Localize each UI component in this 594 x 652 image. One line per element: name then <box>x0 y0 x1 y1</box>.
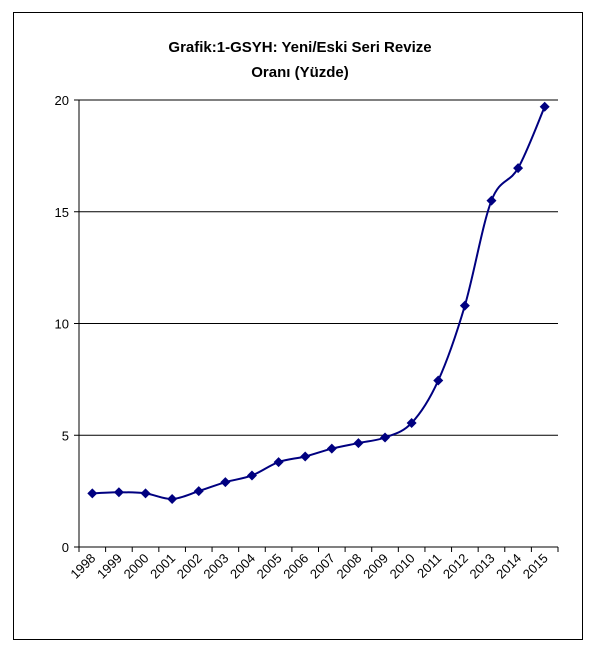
y-tick-label: 20 <box>55 93 69 108</box>
data-point <box>140 488 151 499</box>
data-point <box>459 300 470 311</box>
y-tick-label: 15 <box>55 205 69 220</box>
data-point <box>353 438 364 449</box>
y-tick-label: 10 <box>55 317 69 332</box>
data-point <box>539 101 550 112</box>
data-point <box>167 493 178 504</box>
data-point <box>273 457 284 468</box>
data-point <box>486 195 497 206</box>
data-point <box>406 417 417 428</box>
data-point <box>220 477 231 488</box>
y-tick-label: 5 <box>62 428 69 443</box>
data-point <box>380 432 391 443</box>
data-point <box>513 163 524 174</box>
data-point <box>113 487 124 498</box>
chart-title: Grafik:1-GSYH: Yeni/Eski Seri Revize <box>168 39 431 56</box>
y-tick-label: 0 <box>62 540 69 555</box>
data-point <box>433 375 444 386</box>
data-point <box>300 451 311 462</box>
data-point <box>246 470 257 481</box>
data-point <box>87 488 98 499</box>
data-point <box>193 486 204 497</box>
chart-title: Oranı (Yüzde) <box>251 64 349 81</box>
chart-border <box>13 12 583 640</box>
data-point <box>326 443 337 454</box>
